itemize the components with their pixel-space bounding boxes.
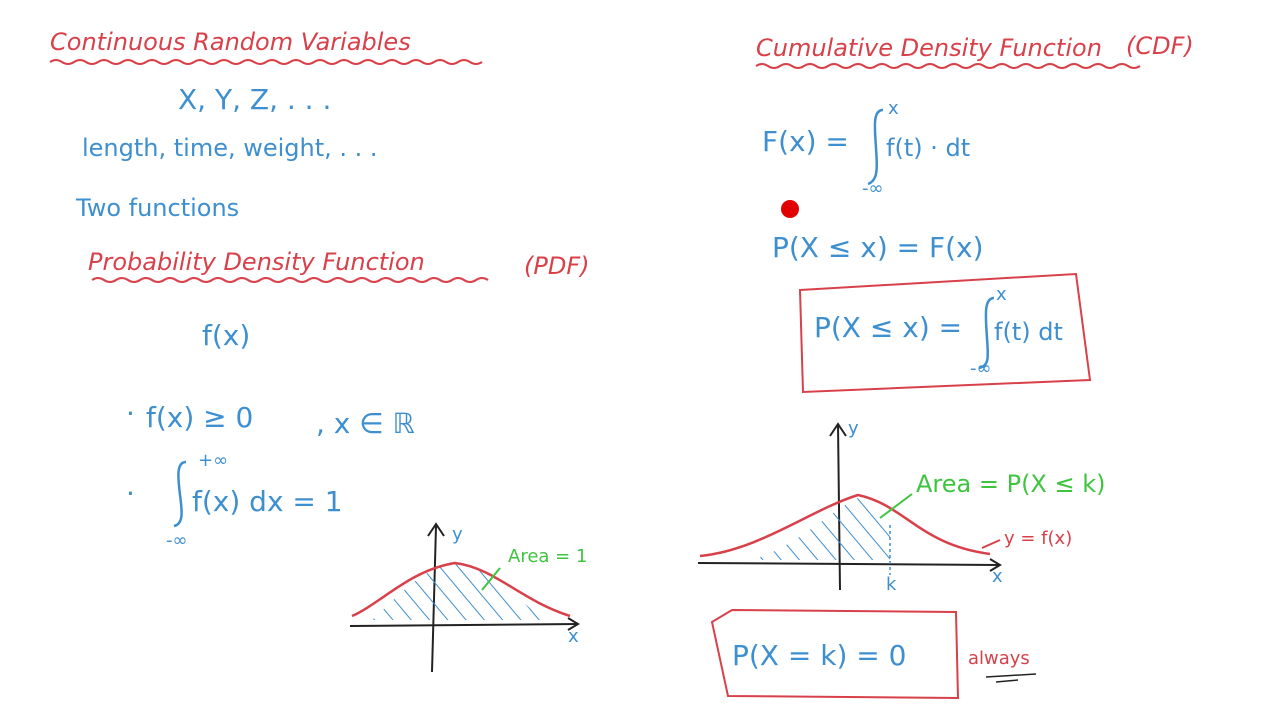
cdf-definition-lower-limit: -∞ xyxy=(862,178,884,199)
cdf-abbrev: (CDF) xyxy=(1126,32,1194,60)
pdf-abbrev: (PDF) xyxy=(524,252,590,280)
pdf-graph-y-label: y xyxy=(452,524,463,545)
cdf-box-lhs: P(X ≤ x) = xyxy=(814,311,963,344)
point-prob-box xyxy=(710,608,960,700)
integral-sign-pdf xyxy=(173,460,187,528)
pdf-graph-area-label: Area = 1 xyxy=(508,546,588,567)
pdf-symbol: f(x) xyxy=(202,319,251,352)
pdf-graph-x-axis xyxy=(349,623,579,627)
property-1-domain: , x ∈ ℝ xyxy=(316,407,415,440)
property-1: f(x) ≥ 0 xyxy=(146,401,254,434)
pdf-title-underline xyxy=(91,277,489,283)
point-probability: P(X = k) = 0 xyxy=(732,639,907,672)
cdf-definition-lhs: F(x) = xyxy=(762,125,849,158)
pdf-graph-area-pointer xyxy=(481,567,501,591)
cdf-graph-curve xyxy=(699,493,991,558)
title: Continuous Random Variables xyxy=(50,28,411,56)
examples-list: length, time, weight, . . . xyxy=(82,134,378,162)
integral-sign-cdf xyxy=(867,108,884,186)
cdf-title: Cumulative Density Function xyxy=(756,34,1102,62)
cdf-graph-area-label: Area = P(X ≤ k) xyxy=(916,470,1106,498)
cdf-graph-x-arrow xyxy=(989,558,1002,572)
cdf-graph-y-label: y xyxy=(848,418,859,439)
property-2-integrand: f(x) dx = 1 xyxy=(192,485,343,518)
pdf-title: Probability Density Function xyxy=(88,248,425,276)
property-2-lower-limit: -∞ xyxy=(166,530,188,551)
integral-sign-box xyxy=(978,296,995,370)
cdf-graph-area-pointer xyxy=(879,493,913,519)
pdf-graph-x-label: x xyxy=(568,626,579,647)
pointer-dot xyxy=(781,200,799,218)
cdf-graph-curve-pointer xyxy=(981,539,1001,549)
cdf-graph xyxy=(697,422,1002,591)
cdf-definition-integrand: f(t) · dt xyxy=(886,134,971,162)
cdf-definition-upper-limit: x xyxy=(888,98,899,119)
cdf-graph-x-label: x xyxy=(992,566,1003,587)
pdf-graph-curve xyxy=(351,561,571,618)
property-1-bullet: · xyxy=(126,397,135,430)
cdf-graph-x-axis xyxy=(697,562,1001,566)
variables-list: X, Y, Z, . . . xyxy=(178,83,332,116)
pdf-graph-x-arrow xyxy=(567,617,580,631)
cdf-graph-y-arrow xyxy=(829,422,847,437)
cdf-box-integrand: f(t) dt xyxy=(994,318,1063,346)
cdf-graph-k-label: k xyxy=(886,574,897,595)
cdf-box xyxy=(798,272,1092,394)
cdf-graph-y-axis xyxy=(837,423,841,591)
probability-equation: P(X ≤ x) = F(x) xyxy=(772,231,984,264)
cdf-graph-curve-label: y = f(x) xyxy=(1004,528,1073,549)
always-underline xyxy=(985,673,1037,678)
property-2-bullet: · xyxy=(126,477,135,510)
pdf-graph-y-arrow xyxy=(427,522,445,537)
cdf-box-upper-limit: x xyxy=(996,284,1007,305)
always-label: always xyxy=(968,648,1030,669)
cdf-title-underline xyxy=(755,63,1141,69)
two-functions-label: Two functions xyxy=(76,194,240,222)
property-2-upper-limit: +∞ xyxy=(198,450,229,471)
cdf-graph-hatch xyxy=(752,497,890,560)
title-underline xyxy=(49,59,483,65)
cdf-box-lower-limit: -∞ xyxy=(970,358,992,379)
